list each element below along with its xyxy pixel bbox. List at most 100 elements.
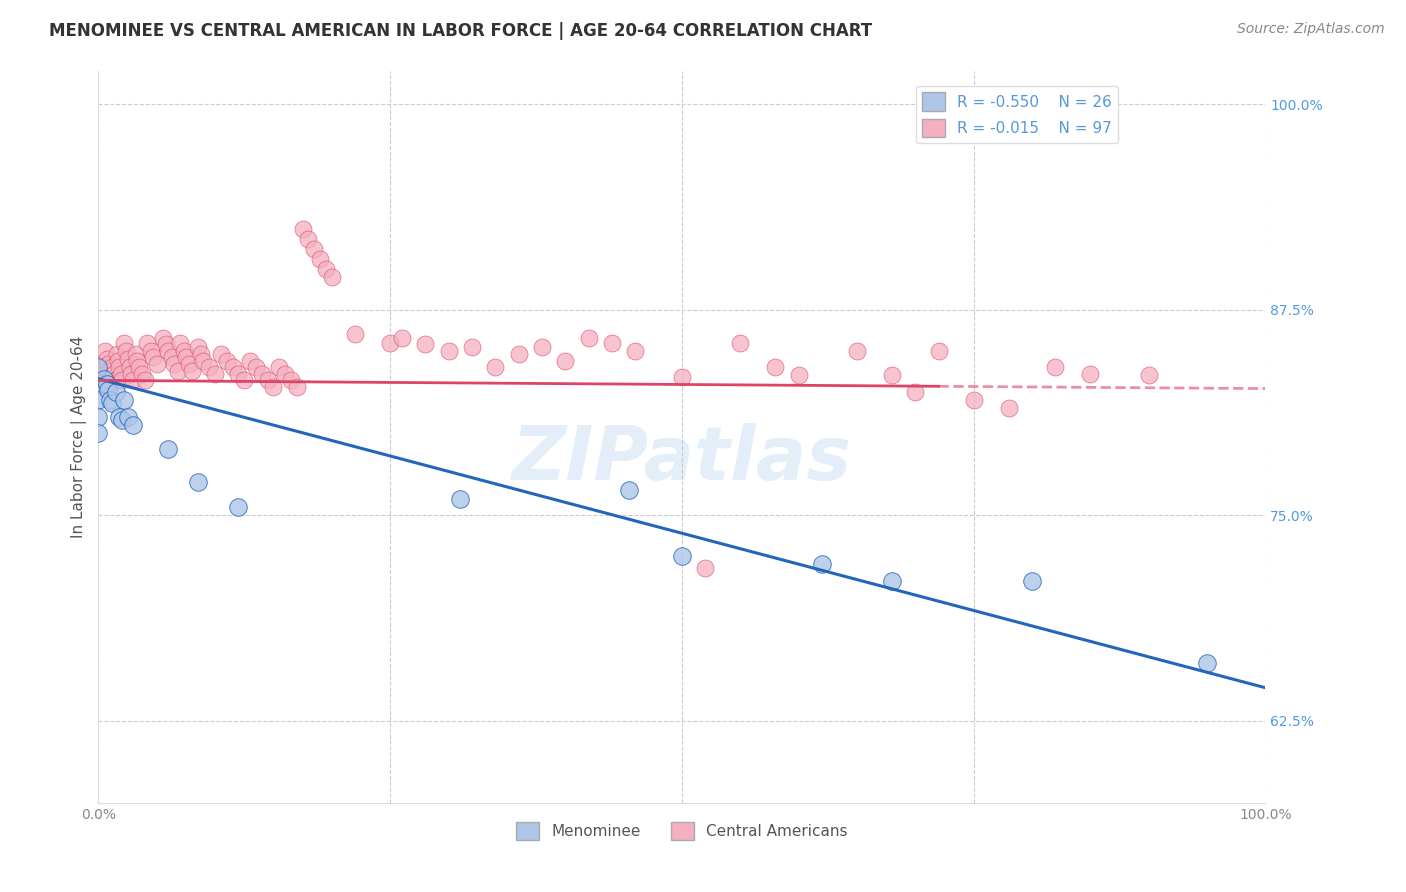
Point: [262, 380, 284, 394]
Point: [131, 367, 153, 381]
Point: [1137, 368, 1160, 383]
Point: [245, 360, 267, 375]
Point: [125, 353, 148, 368]
Point: [108, 360, 131, 375]
Point: [169, 335, 191, 350]
Point: [1080, 367, 1102, 381]
Point: [209, 347, 232, 361]
Point: [101, 360, 124, 375]
Point: [91, 376, 114, 391]
Point: [221, 360, 243, 375]
Point: [962, 393, 984, 408]
Point: [204, 367, 226, 381]
Point: [413, 337, 436, 351]
Point: [96, 351, 118, 366]
Text: ZIPatlas: ZIPatlas: [512, 423, 852, 496]
Point: [117, 409, 139, 424]
Point: [179, 357, 201, 371]
Point: [115, 343, 138, 358]
Point: [928, 343, 950, 358]
Point: [250, 367, 273, 381]
Point: [619, 483, 641, 498]
Point: [190, 347, 212, 361]
Point: [215, 353, 238, 368]
Point: [269, 360, 291, 375]
Point: [671, 370, 693, 384]
Point: [309, 252, 332, 266]
Point: [671, 549, 693, 564]
Point: [187, 341, 209, 355]
Point: [101, 396, 124, 410]
Point: [117, 351, 139, 366]
Point: [134, 373, 156, 387]
Point: [87, 425, 110, 440]
Point: [90, 368, 112, 383]
Point: [291, 222, 314, 236]
Point: [97, 357, 120, 371]
Point: [763, 360, 786, 375]
Point: [139, 343, 162, 358]
Point: [239, 353, 262, 368]
Point: [120, 367, 142, 381]
Point: [437, 343, 460, 358]
Point: [111, 373, 134, 387]
Point: [233, 373, 256, 387]
Point: [96, 376, 118, 391]
Point: [112, 335, 135, 350]
Legend: Menominee, Central Americans: Menominee, Central Americans: [510, 815, 853, 847]
Point: [198, 360, 221, 375]
Point: [98, 393, 121, 408]
Point: [530, 341, 553, 355]
Point: [811, 558, 834, 572]
Point: [391, 331, 413, 345]
Point: [152, 331, 174, 345]
Point: [160, 351, 183, 365]
Point: [484, 360, 506, 375]
Point: [730, 335, 752, 350]
Point: [1021, 574, 1043, 588]
Text: Source: ZipAtlas.com: Source: ZipAtlas.com: [1237, 22, 1385, 37]
Point: [228, 500, 250, 514]
Point: [90, 373, 112, 387]
Point: [108, 409, 131, 424]
Point: [104, 373, 127, 387]
Point: [461, 341, 484, 355]
Point: [103, 367, 125, 381]
Point: [128, 360, 150, 375]
Point: [180, 363, 202, 377]
Point: [600, 335, 623, 350]
Point: [136, 335, 159, 350]
Point: [344, 327, 367, 342]
Point: [146, 357, 169, 371]
Point: [122, 373, 145, 387]
Point: [157, 442, 180, 457]
Point: [93, 372, 115, 386]
Point: [87, 393, 110, 408]
Point: [94, 343, 117, 358]
Point: [228, 367, 250, 381]
Point: [904, 384, 927, 399]
Point: [256, 373, 278, 387]
Point: [107, 353, 129, 368]
Point: [846, 343, 869, 358]
Point: [87, 360, 110, 375]
Point: [315, 261, 337, 276]
Point: [297, 232, 319, 246]
Point: [142, 351, 165, 365]
Point: [997, 401, 1019, 416]
Point: [173, 343, 195, 358]
Point: [157, 343, 180, 358]
Text: MENOMINEE VS CENTRAL AMERICAN IN LABOR FORCE | AGE 20-64 CORRELATION CHART: MENOMINEE VS CENTRAL AMERICAN IN LABOR F…: [49, 22, 872, 40]
Point: [87, 409, 110, 424]
Point: [163, 357, 186, 371]
Point: [508, 347, 530, 361]
Point: [1045, 360, 1067, 375]
Point: [174, 351, 197, 365]
Point: [304, 242, 326, 256]
Point: [111, 413, 134, 427]
Point: [321, 269, 343, 284]
Point: [87, 376, 110, 391]
Point: [110, 367, 132, 381]
Point: [87, 360, 110, 375]
Point: [285, 380, 308, 394]
